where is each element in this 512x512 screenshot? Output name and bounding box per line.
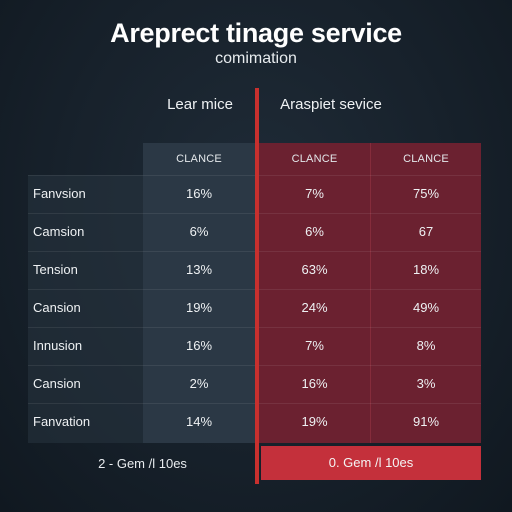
- row-label: Cansion: [33, 376, 81, 391]
- row-divider: [28, 327, 481, 328]
- column-header[interactable]: CLANCE: [291, 153, 338, 165]
- table-cell: 16%: [185, 186, 213, 201]
- row-divider: [28, 175, 481, 176]
- table-cell: 16%: [301, 376, 328, 391]
- column-header[interactable]: CLANCE: [176, 153, 222, 165]
- row-divider: [28, 365, 481, 366]
- row-label: Fanvsion: [33, 186, 86, 201]
- footer-right-summary[interactable]: 0. Gem /l 10es: [261, 446, 481, 480]
- footer-left-summary: 2 - Gem /l 10es: [98, 456, 187, 471]
- table-cell: 6%: [189, 224, 209, 239]
- left-column-panel: [143, 143, 255, 443]
- column-header[interactable]: CLANCE: [403, 153, 449, 165]
- table-cell: 7%: [305, 338, 324, 353]
- page-subtitle: comimation: [215, 50, 297, 67]
- comparison-divider: [255, 88, 259, 484]
- table-cell: 67: [418, 224, 434, 239]
- page-title: Areprect tinage service: [110, 18, 402, 48]
- table-cell: 13%: [185, 262, 213, 277]
- row-label-column: [28, 175, 143, 443]
- table-cell: 18%: [412, 262, 440, 277]
- column-separator: [370, 143, 371, 443]
- right-group-label: Araspiet sevice: [280, 96, 382, 113]
- table-cell: 91%: [412, 414, 440, 429]
- row-label: Innusion: [33, 338, 83, 353]
- left-group-label: Lear mice: [167, 96, 233, 113]
- row-label: Cansion: [33, 300, 81, 315]
- row-label: Camsion: [33, 224, 85, 239]
- table-cell: 49%: [412, 300, 440, 315]
- table-cell: 75%: [412, 186, 440, 201]
- row-label: Fanvation: [33, 414, 91, 429]
- table-cell: 16%: [185, 338, 213, 353]
- table-cell: 2%: [189, 376, 209, 391]
- table-cell: 19%: [185, 300, 213, 315]
- row-label: Tension: [33, 262, 78, 277]
- table-cell: 3%: [416, 376, 436, 391]
- table-cell: 24%: [301, 300, 328, 315]
- row-divider: [28, 213, 481, 214]
- table-cell: 6%: [305, 224, 324, 239]
- table-cell: 14%: [185, 414, 213, 429]
- table-cell: 8%: [416, 338, 436, 353]
- table-cell: 19%: [301, 414, 328, 429]
- row-divider: [28, 289, 481, 290]
- table-cell: 7%: [305, 186, 324, 201]
- row-divider: [28, 251, 481, 252]
- table-cell: 63%: [301, 262, 328, 277]
- row-divider: [28, 403, 481, 404]
